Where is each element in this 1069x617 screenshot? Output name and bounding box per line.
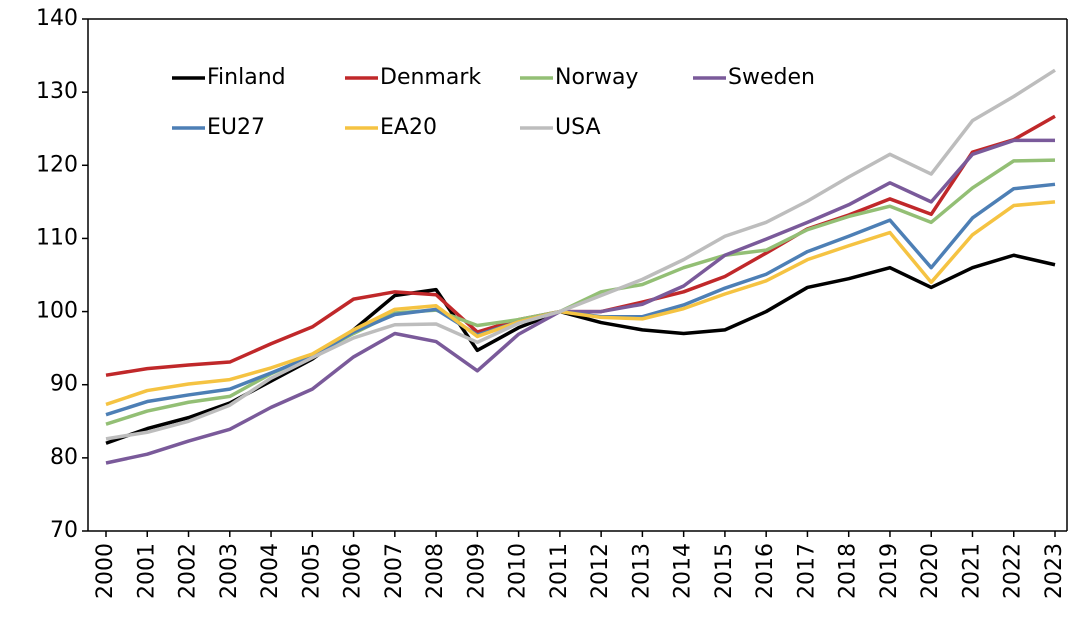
- y-tick-label: 70: [50, 518, 78, 543]
- x-tick-label: 2019: [877, 543, 902, 599]
- y-tick-label: 140: [36, 6, 78, 31]
- x-tick-label: 2003: [217, 543, 242, 599]
- x-tick-label: 2012: [588, 543, 613, 599]
- x-tick-label: 2011: [547, 543, 572, 599]
- x-tick-label: 2009: [464, 543, 489, 599]
- x-tick-label: 2016: [753, 543, 778, 599]
- y-tick-label: 90: [50, 372, 78, 397]
- legend-label: Finland: [207, 65, 286, 90]
- x-tick-label: 2020: [918, 543, 943, 599]
- x-tick-label: 2022: [1001, 543, 1026, 599]
- y-tick-label: 120: [36, 152, 78, 177]
- x-tick-label: 2017: [794, 543, 819, 599]
- x-tick-label: 2002: [176, 543, 201, 599]
- x-tick-label: 2013: [629, 543, 654, 599]
- legend-label: EA20: [380, 115, 437, 140]
- x-tick-label: 2006: [341, 543, 366, 599]
- series-line: [105, 200, 1056, 407]
- x-tick-label: 2004: [258, 543, 283, 599]
- legend-label: Sweden: [728, 65, 815, 90]
- series-line: [105, 253, 1056, 445]
- series-line: [105, 158, 1056, 426]
- series-line: [105, 68, 1056, 441]
- x-tick-label: 2008: [423, 543, 448, 599]
- y-tick-label: 100: [36, 299, 78, 324]
- x-tick-label: 2000: [93, 543, 118, 599]
- x-tick-label: 2023: [1042, 543, 1067, 599]
- series-line: [105, 182, 1056, 417]
- legend-label: Norway: [555, 65, 638, 90]
- x-tick-label: 2018: [836, 543, 861, 599]
- legend-label: EU27: [207, 115, 265, 140]
- x-tick-label: 2010: [506, 543, 531, 599]
- x-tick-label: 2014: [671, 543, 696, 599]
- y-tick-label: 110: [36, 225, 78, 250]
- x-tick-label: 2005: [299, 543, 324, 599]
- x-tick-label: 2001: [134, 543, 159, 599]
- legend-label: USA: [555, 115, 601, 140]
- y-tick-label: 80: [50, 445, 78, 470]
- x-tick-label: 2015: [712, 543, 737, 599]
- legend-label: Denmark: [380, 65, 481, 90]
- x-tick-label: 2007: [382, 543, 407, 599]
- series-line: [105, 138, 1055, 465]
- y-tick-label: 130: [36, 79, 78, 104]
- x-tick-label: 2021: [959, 543, 984, 599]
